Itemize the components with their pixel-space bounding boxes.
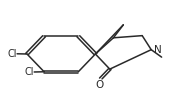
Text: N: N bbox=[154, 45, 161, 55]
Text: O: O bbox=[96, 80, 104, 90]
Text: Cl: Cl bbox=[7, 49, 17, 59]
Text: Cl: Cl bbox=[24, 67, 34, 77]
